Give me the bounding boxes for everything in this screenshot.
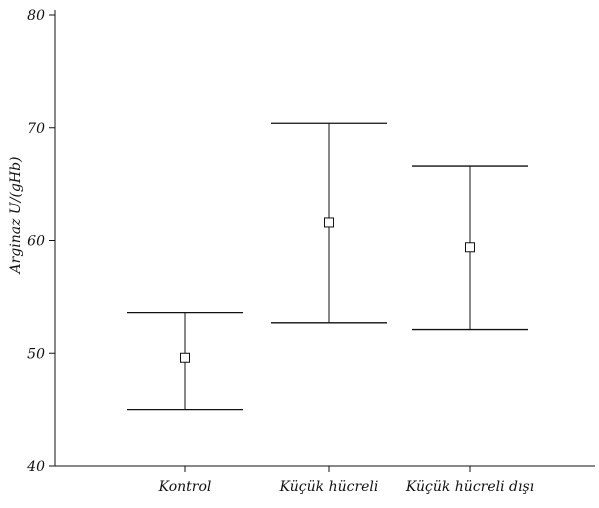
y-tick-label: 60	[27, 234, 45, 250]
y-tick-label: 40	[26, 459, 45, 475]
y-ticks: 40 50 60 70 80	[26, 8, 55, 475]
mean-marker	[324, 217, 334, 228]
mean-marker	[180, 352, 190, 363]
x-category-label: Küçük hücreli	[279, 479, 379, 495]
y-axis-title: Arginaz U/(gHb)	[8, 156, 24, 275]
error-bars	[127, 122, 528, 411]
y-tick-label: 70	[27, 121, 45, 137]
y-tick-label: 50	[27, 346, 45, 362]
x-ticks: Kontrol Küçük hücreli Küçük hücreli dışı	[158, 466, 534, 495]
mean-marker	[465, 242, 475, 253]
x-category-label: Kontrol	[158, 479, 212, 495]
y-tick-label: 80	[27, 8, 45, 24]
x-category-label: Küçük hücreli dışı	[405, 479, 534, 495]
